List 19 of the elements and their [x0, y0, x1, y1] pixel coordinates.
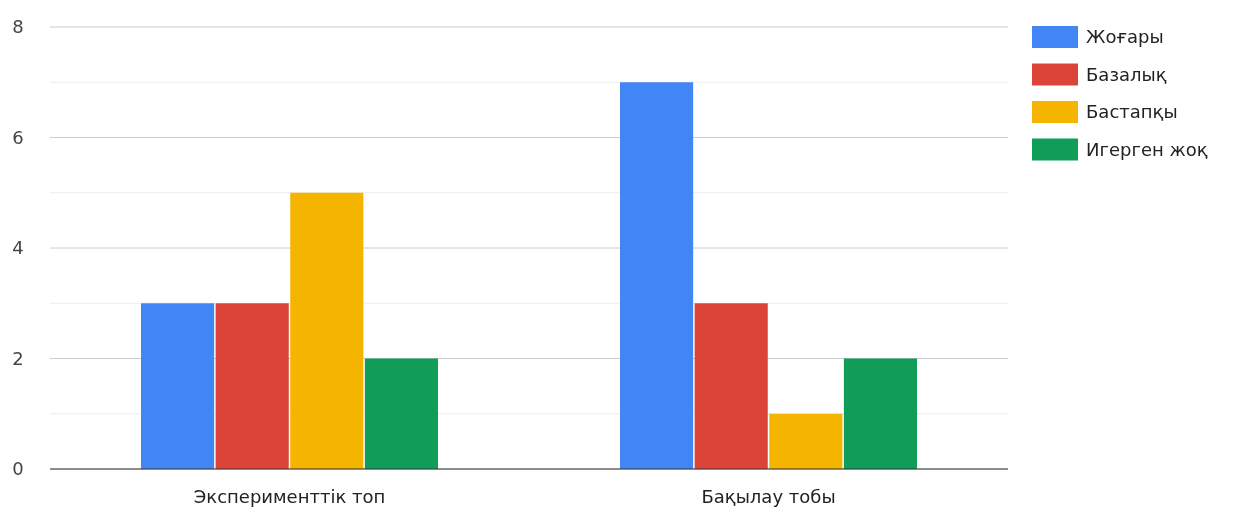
bar: [843, 358, 917, 469]
legend-label: Жоғары: [1086, 26, 1164, 48]
x-tick-label: Эксперименттік топ: [193, 486, 386, 508]
bar: [620, 82, 694, 469]
legend-label: Базалық: [1086, 63, 1167, 85]
y-tick-label: 4: [12, 237, 24, 259]
bar: [141, 303, 215, 469]
bar: [694, 303, 768, 469]
bar: [290, 192, 364, 469]
legend-label: Игерген жоқ: [1086, 138, 1208, 160]
bar: [364, 358, 438, 469]
y-tick-label: 8: [12, 16, 24, 38]
y-tick-label: 2: [12, 347, 24, 369]
y-tick-label: 6: [12, 126, 24, 148]
legend-label: Бастапқы: [1086, 101, 1178, 123]
x-tick-label: Бақылау тобы: [701, 486, 836, 508]
bar: [769, 413, 843, 469]
y-tick-label: 0: [12, 458, 24, 480]
bar: [215, 303, 289, 469]
